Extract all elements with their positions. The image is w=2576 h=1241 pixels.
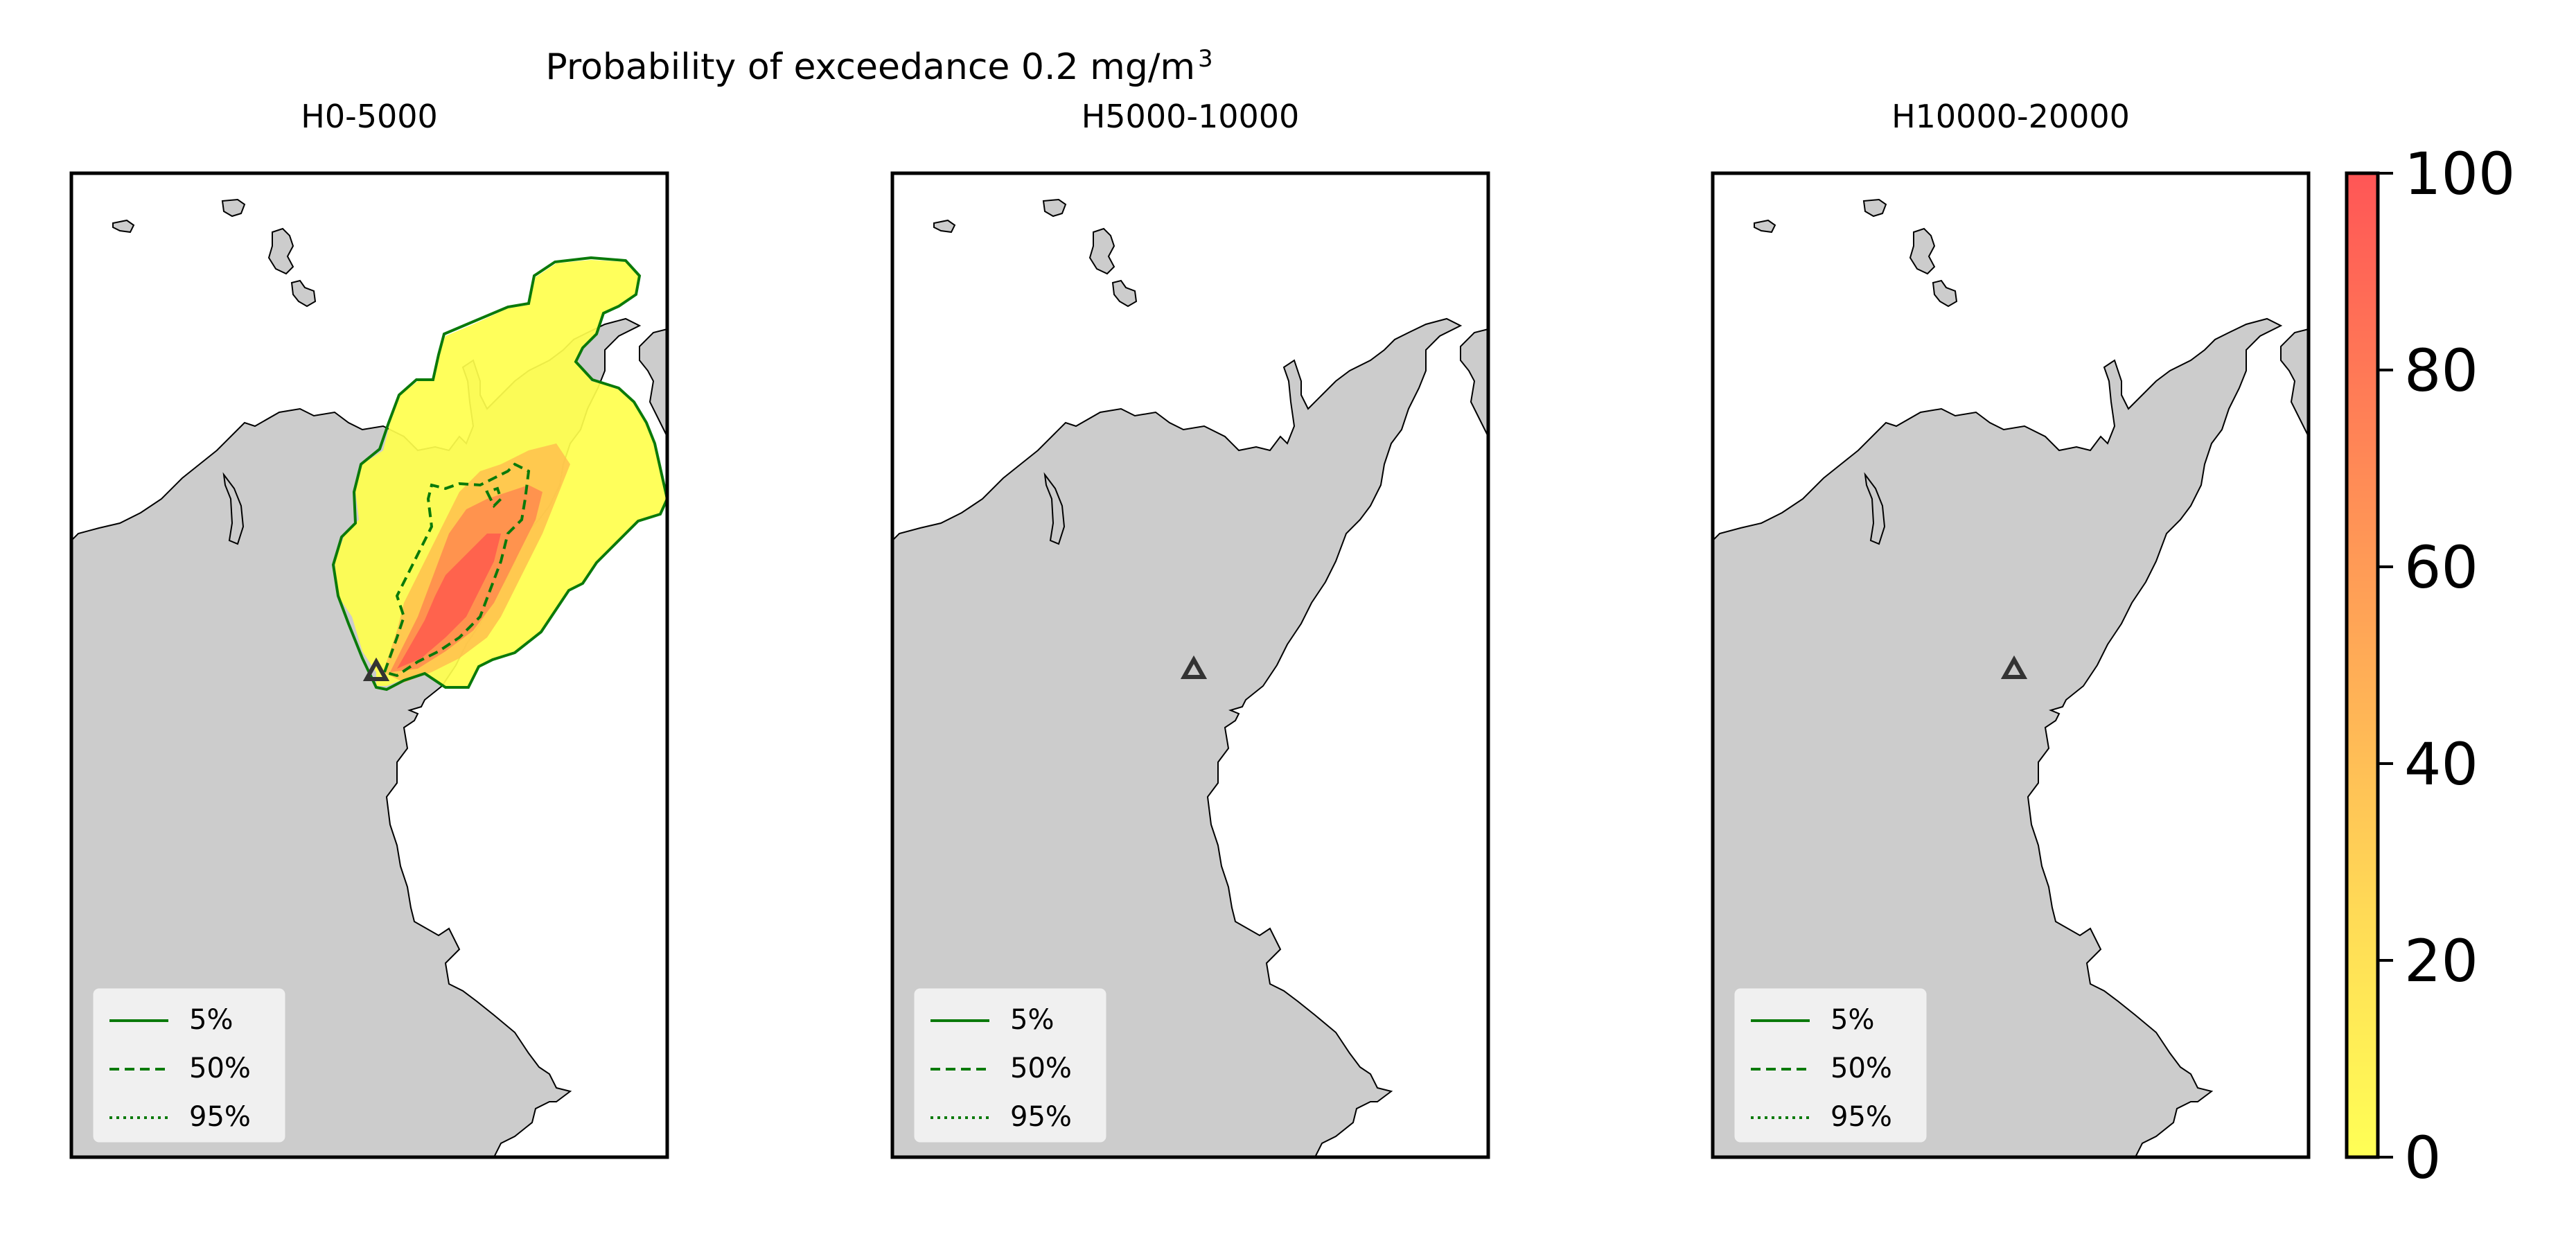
legend-label: 95% (1010, 1101, 1072, 1133)
colorbar-tick-label: 20 (2404, 927, 2478, 995)
legend: 5% 50% 95% (1732, 986, 1929, 1145)
figure-suptitle-superscript: 3 (1198, 45, 1213, 73)
legend-label: 5% (189, 1004, 233, 1036)
legend-label: 95% (189, 1101, 251, 1133)
triangle-vent-icon (2000, 655, 2028, 679)
contour-50-percent (382, 462, 531, 678)
panel-frame (890, 171, 1490, 1159)
legend-label: 50% (1830, 1053, 1892, 1084)
legend-label: 5% (1830, 1004, 1874, 1036)
panel-frame (1711, 171, 2311, 1159)
legend-label: 50% (189, 1053, 251, 1084)
map-area: 5% 50% 95% (1713, 173, 2309, 1157)
panel-3: H10000-20000 5% 50% 95% (1711, 98, 2311, 1159)
panel-title: H0-5000 (301, 98, 438, 135)
colorbar-gradient (2347, 173, 2378, 1157)
colorbar-tick-label: 0 (2404, 1124, 2441, 1192)
panel-1: H0-5000 5% 50% (69, 98, 669, 1159)
panel-title: H5000-10000 (1082, 98, 1300, 135)
panel-2: H5000-10000 5% 50% 95% (890, 98, 1490, 1159)
colorbar-tick-label: 100 (2404, 140, 2515, 208)
panel-title: H10000-20000 (1891, 98, 2130, 135)
map-area: 5% 50% 95% (71, 173, 667, 1157)
colorbar-tick-label: 60 (2404, 534, 2478, 601)
contour-5-percent (331, 256, 667, 692)
colorbar-ticks: 0 20 40 60 80 100 (2378, 140, 2515, 1192)
colorbar: 0 20 40 60 80 100 (2345, 140, 2515, 1192)
triangle-vent-icon (362, 657, 390, 681)
panel-frame (69, 171, 669, 1159)
triangle-vent-icon (1180, 655, 1208, 679)
legend: 5% 50% 95% (91, 986, 288, 1145)
legend-label: 5% (1010, 1004, 1054, 1036)
legend: 5% 50% 95% (912, 986, 1109, 1145)
colorbar-frame (2345, 171, 2380, 1159)
figure-suptitle: Probability of exceedance 0.2 mg/m (545, 46, 1195, 88)
map-area: 5% 50% 95% (892, 173, 1488, 1157)
colorbar-tick-label: 40 (2404, 730, 2478, 798)
legend-label: 50% (1010, 1053, 1072, 1084)
colorbar-tick-label: 80 (2404, 337, 2478, 405)
legend-label: 95% (1830, 1101, 1892, 1133)
